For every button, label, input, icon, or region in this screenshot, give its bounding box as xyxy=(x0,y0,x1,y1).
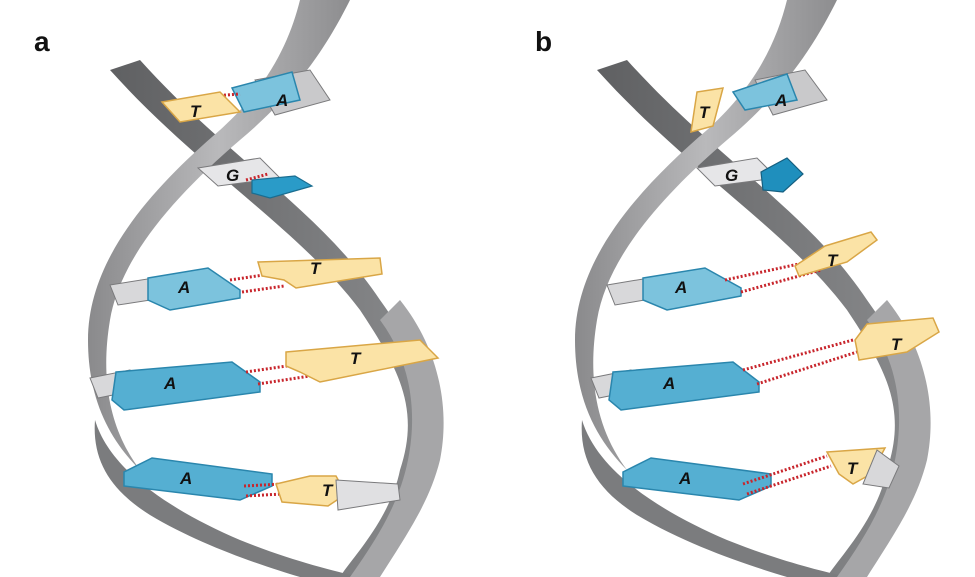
base-pair-2: G xyxy=(695,157,804,193)
base-pair-4: A T xyxy=(89,339,440,411)
hydrogen-bond xyxy=(742,454,828,486)
base-pair-4: A T xyxy=(590,317,940,411)
base-letter: T xyxy=(190,102,202,121)
backbone-strand-front-right xyxy=(837,300,931,577)
base-pair-5: A T xyxy=(622,447,900,501)
base-letter: T xyxy=(827,251,839,270)
base-letter: T xyxy=(847,459,859,478)
panel-label-b: b xyxy=(535,26,553,57)
dna-helix-a: A T G A T A xyxy=(88,0,444,577)
panel-a: a A T xyxy=(0,0,487,577)
base-block-yellow xyxy=(257,257,383,289)
base-block-blue xyxy=(251,175,314,199)
base-block-blue xyxy=(147,267,241,311)
sugar-box xyxy=(862,449,900,489)
panel-b: b A T G xyxy=(487,0,974,577)
hydrogen-bond xyxy=(756,350,858,386)
base-block-yellow xyxy=(285,339,440,383)
base-block-yellow xyxy=(160,91,242,123)
base-block-yellow xyxy=(794,231,879,277)
base-block-blue xyxy=(642,267,742,311)
base-letter: A xyxy=(678,469,691,488)
base-pair-1: A T xyxy=(160,69,331,123)
base-pair-3: A T xyxy=(606,231,879,311)
backbone-strand-front-right xyxy=(350,300,444,577)
base-letter: A xyxy=(179,469,192,488)
panel-label-a: a xyxy=(34,26,50,57)
hydrogen-bond xyxy=(746,464,832,496)
base-letter: G xyxy=(725,166,738,185)
base-block-yellow xyxy=(690,87,725,134)
base-letter: T xyxy=(322,481,334,500)
base-letter: A xyxy=(177,278,190,297)
base-letter: A xyxy=(163,374,176,393)
hydrogen-bond xyxy=(257,374,311,386)
backbone-strand-back-lower xyxy=(581,420,847,577)
base-pair-3: A T xyxy=(109,257,383,311)
base-pair-2: G xyxy=(196,157,314,199)
base-letter: A xyxy=(674,278,687,297)
base-pair-5: A T xyxy=(123,457,401,511)
base-block-blue xyxy=(111,361,261,411)
base-letter: T xyxy=(699,103,711,122)
base-block-yellow xyxy=(825,447,887,485)
base-block-blue xyxy=(230,71,301,113)
base-letter: A xyxy=(774,91,787,110)
base-letter: T xyxy=(350,349,362,368)
backbone-strand-front xyxy=(88,0,350,470)
base-block-yellow xyxy=(854,317,940,361)
backbone-strand-front xyxy=(575,0,837,470)
base-letter: T xyxy=(891,335,903,354)
backbone-strand-back-lower xyxy=(94,420,361,577)
base-pair-1: A T xyxy=(690,69,828,134)
base-letter: A xyxy=(662,374,675,393)
hydrogen-bond xyxy=(241,284,285,294)
dna-helix-b: A T G A T A T xyxy=(575,0,940,577)
hydrogen-bond xyxy=(742,338,854,372)
sugar-box xyxy=(335,479,401,511)
base-block-blue xyxy=(123,457,273,501)
base-block-blue xyxy=(760,157,804,193)
base-letter: T xyxy=(310,259,322,278)
base-block-blue xyxy=(608,361,760,411)
base-letter: G xyxy=(226,166,239,185)
base-letter: A xyxy=(275,91,288,110)
base-block-yellow xyxy=(275,475,347,507)
hydrogen-bond xyxy=(245,492,283,498)
base-block-blue xyxy=(731,73,799,111)
